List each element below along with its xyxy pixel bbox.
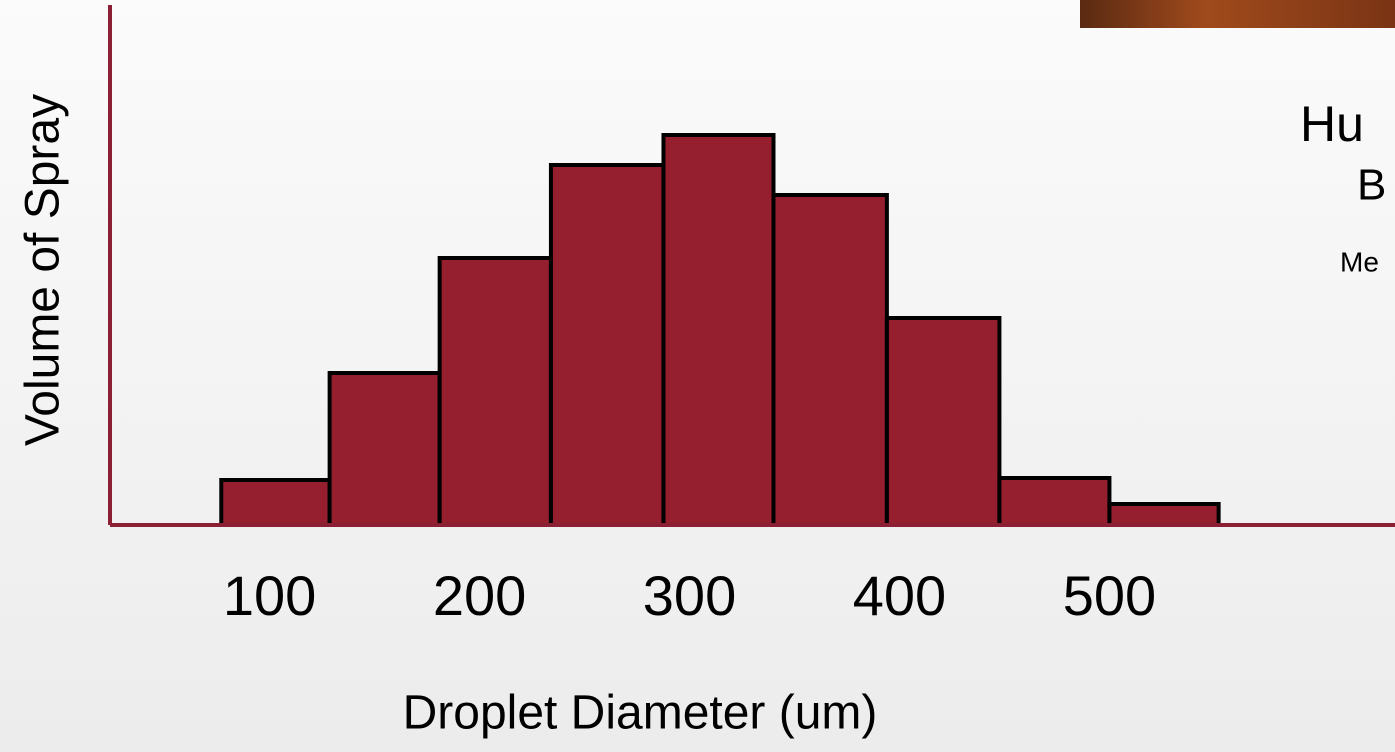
bar — [663, 135, 773, 525]
bar — [887, 318, 1000, 525]
slide: Hu B Me Droplet Diameter (um) Volume of … — [0, 0, 1395, 752]
bar — [440, 258, 551, 525]
y-axis-label: Volume of Spray — [17, 94, 70, 446]
x-tick-label: 100 — [223, 564, 316, 627]
x-tick-label: 300 — [643, 564, 736, 627]
bar — [551, 165, 664, 525]
bar — [773, 195, 886, 525]
annotation: Me — [1340, 246, 1379, 277]
x-tick-label: 500 — [1063, 564, 1156, 627]
bar — [330, 373, 440, 525]
annotation: Hu — [1300, 96, 1364, 152]
x-tick-label: 200 — [433, 564, 526, 627]
x-tick-label: 400 — [853, 564, 946, 627]
annotation: B — [1357, 161, 1386, 210]
x-axis-label: Droplet Diameter (um) — [403, 687, 878, 740]
bar — [1109, 504, 1218, 525]
bar — [221, 480, 329, 525]
bar — [999, 478, 1109, 525]
photo — [1080, 0, 1395, 28]
